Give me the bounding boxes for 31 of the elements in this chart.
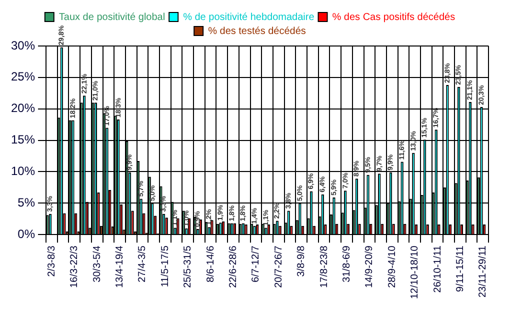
x-tick-label: 11/5-17/5 [160,245,171,288]
y-tick-label: 20% [10,101,36,116]
x-tick-label: 22/6-28/6 [228,245,240,288]
y-tick-label: 25% [10,70,36,84]
x-tick-label: 31/8-6/9 [341,245,352,282]
legend-label: % des testés décédés [208,26,306,37]
y-tick-label: 0% [18,226,36,241]
x-tick-label: 26/10-1/11 [432,245,444,293]
legend-label: % de positivité hebdomadaire [183,12,315,23]
x-tick-label: 25/5-31/5 [182,245,194,288]
x-tick-label: 13/4-19/4 [114,245,126,288]
x-tick-label: 9/11-15/11 [454,245,466,292]
y-tick-label: 5% [18,195,36,210]
x-tick-label: 17/8-23/8 [318,245,330,288]
x-tick-label: 30/3-5/4 [92,245,103,282]
x-tick-label: 3/8-9/8 [296,245,308,277]
x-tick-label: 12/10-18/10 [410,245,421,300]
x-tick-label: 28/9-4/10 [386,245,398,288]
y-tick-label: 30% [10,38,36,52]
x-tick-label: 20/7-26/7 [273,245,284,288]
x-tick-label: 2/3-8/3 [46,245,58,277]
x-tick-label: 16/3-22/3 [69,245,80,288]
x-tick-label: 8/6-14/6 [205,245,216,282]
x-tick-label: 23/11-29/11 [478,245,489,298]
legend-label: Taux de positivité global [58,12,166,23]
x-tick-label: 14/9-20/9 [364,245,376,288]
y-tick-label: 10% [10,164,36,178]
legend-label: % des Cas positifs décédés [332,12,456,23]
x-tick-label: 6/7-12/7 [250,245,262,282]
y-tick-label: 15% [10,132,36,147]
x-tick-label: 27/4-3/5 [137,245,148,282]
